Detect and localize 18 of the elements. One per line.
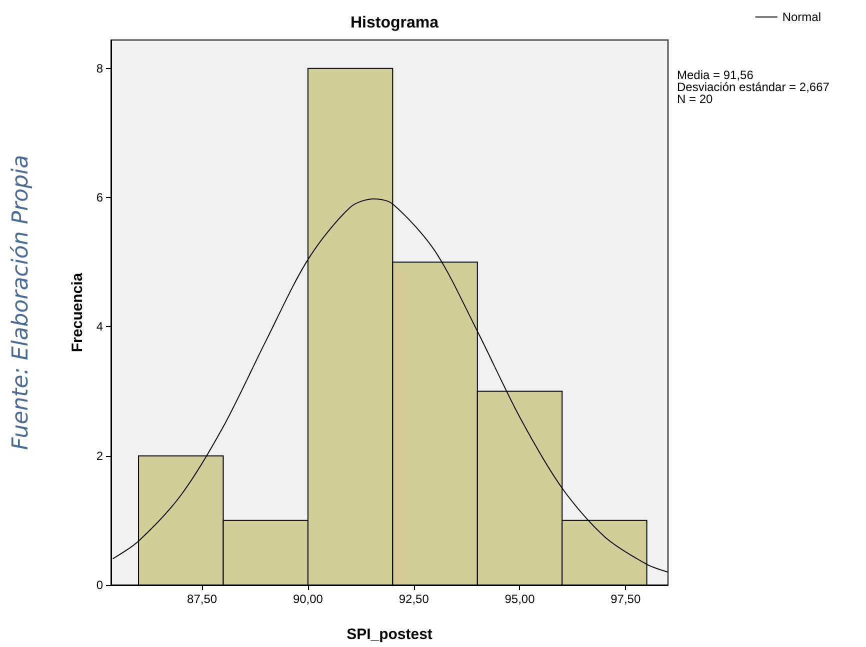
y-tick-label: 4 <box>96 320 104 334</box>
text: Desviación estándar = 2,667 <box>677 80 830 94</box>
chart-title: Histograma <box>350 14 439 32</box>
y-tick-label: 2 <box>96 448 104 463</box>
x-tick-label: 90,00 <box>292 592 324 606</box>
y-tick-label: 6 <box>96 190 104 205</box>
y-axis-title: Frecuencia <box>69 272 86 352</box>
x-axis-title: SPI_postest <box>346 626 432 643</box>
y-tick-label: 8 <box>96 61 104 76</box>
source-note: Fuente: Elaboración Propia <box>8 154 34 450</box>
legend-label: Normal <box>782 10 821 24</box>
x-tick-label: 95,00 <box>504 592 536 606</box>
text: N = 20 <box>677 92 714 106</box>
text: Media = 91,56 <box>677 68 754 82</box>
x-tick-label: 97,50 <box>610 592 641 606</box>
y-tick-label: 0 <box>96 578 104 592</box>
x-tick-label: 87,50 <box>187 592 218 606</box>
x-tick-label: 92,50 <box>398 592 430 606</box>
